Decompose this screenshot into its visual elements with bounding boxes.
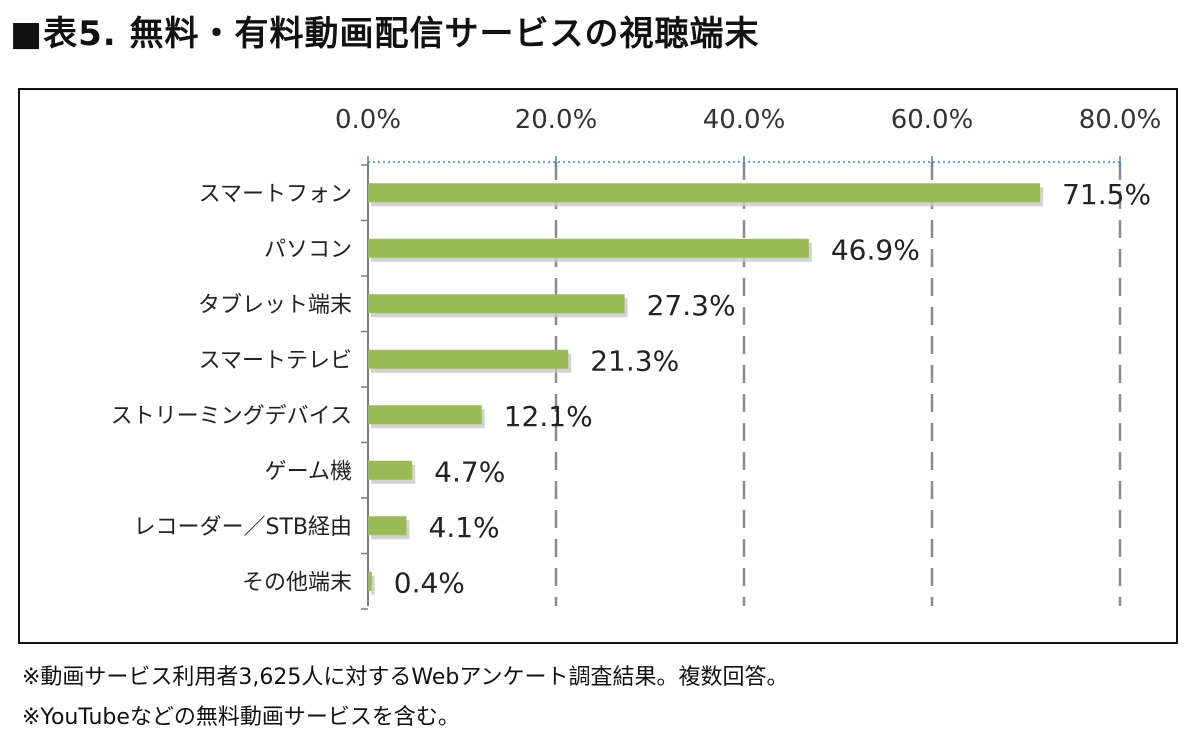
category-label-1: パソコン bbox=[264, 237, 352, 262]
x-tick-label-3: 60.0% bbox=[891, 105, 974, 135]
bar-6 bbox=[368, 516, 407, 536]
bar-7 bbox=[368, 571, 372, 591]
category-label-3: スマートテレビ bbox=[199, 348, 352, 373]
category-label-2: タブレット端末 bbox=[198, 293, 352, 318]
bar-5 bbox=[368, 460, 413, 480]
bar-1 bbox=[368, 238, 809, 258]
bar-shadow-7 bbox=[371, 575, 375, 595]
category-label-6: レコーダー／STB経由 bbox=[134, 515, 353, 540]
bar-chart: 0.0% 20.0% 40.0% 60.0% 80.0% スマートフォン 71.5% パソコン… bbox=[111, 105, 1162, 610]
footnote-survey: ※動画サービス利用者3,625人に対するWebアンケート調査結果。複数回答。 bbox=[22, 665, 789, 690]
data-label-0: 71.5% bbox=[1062, 178, 1151, 211]
footnote-scope: ※YouTubeなどの無料動画サービスを含む。 bbox=[22, 705, 460, 730]
x-tick-label-0: 0.0% bbox=[335, 105, 401, 135]
x-tick-label-2: 40.0% bbox=[703, 105, 786, 135]
x-tick-label-4: 80.0% bbox=[1079, 105, 1162, 135]
data-label-1: 46.9% bbox=[831, 233, 920, 266]
chart-title: ■表5. 無料・有料動画配信サービスの視聴端末 bbox=[10, 14, 760, 54]
data-label-7: 0.4% bbox=[394, 566, 465, 599]
bar-0 bbox=[368, 183, 1041, 203]
data-label-3: 21.3% bbox=[590, 344, 679, 377]
chart-frame bbox=[18, 88, 1178, 644]
bar-3 bbox=[368, 349, 569, 369]
data-label-4: 12.1% bbox=[504, 400, 593, 433]
category-label-4: ストリーミングデバイス bbox=[111, 404, 352, 429]
bar-4 bbox=[368, 405, 482, 425]
category-label-5: ゲーム機 bbox=[265, 459, 352, 484]
data-label-2: 27.3% bbox=[647, 289, 736, 322]
data-label-6: 4.1% bbox=[429, 511, 500, 544]
bar-2 bbox=[368, 294, 625, 314]
category-label-7: その他端末 bbox=[242, 570, 352, 595]
category-label-0: スマートフォン bbox=[199, 182, 352, 207]
data-label-5: 4.7% bbox=[434, 455, 505, 488]
x-tick-label-1: 20.0% bbox=[515, 105, 598, 135]
